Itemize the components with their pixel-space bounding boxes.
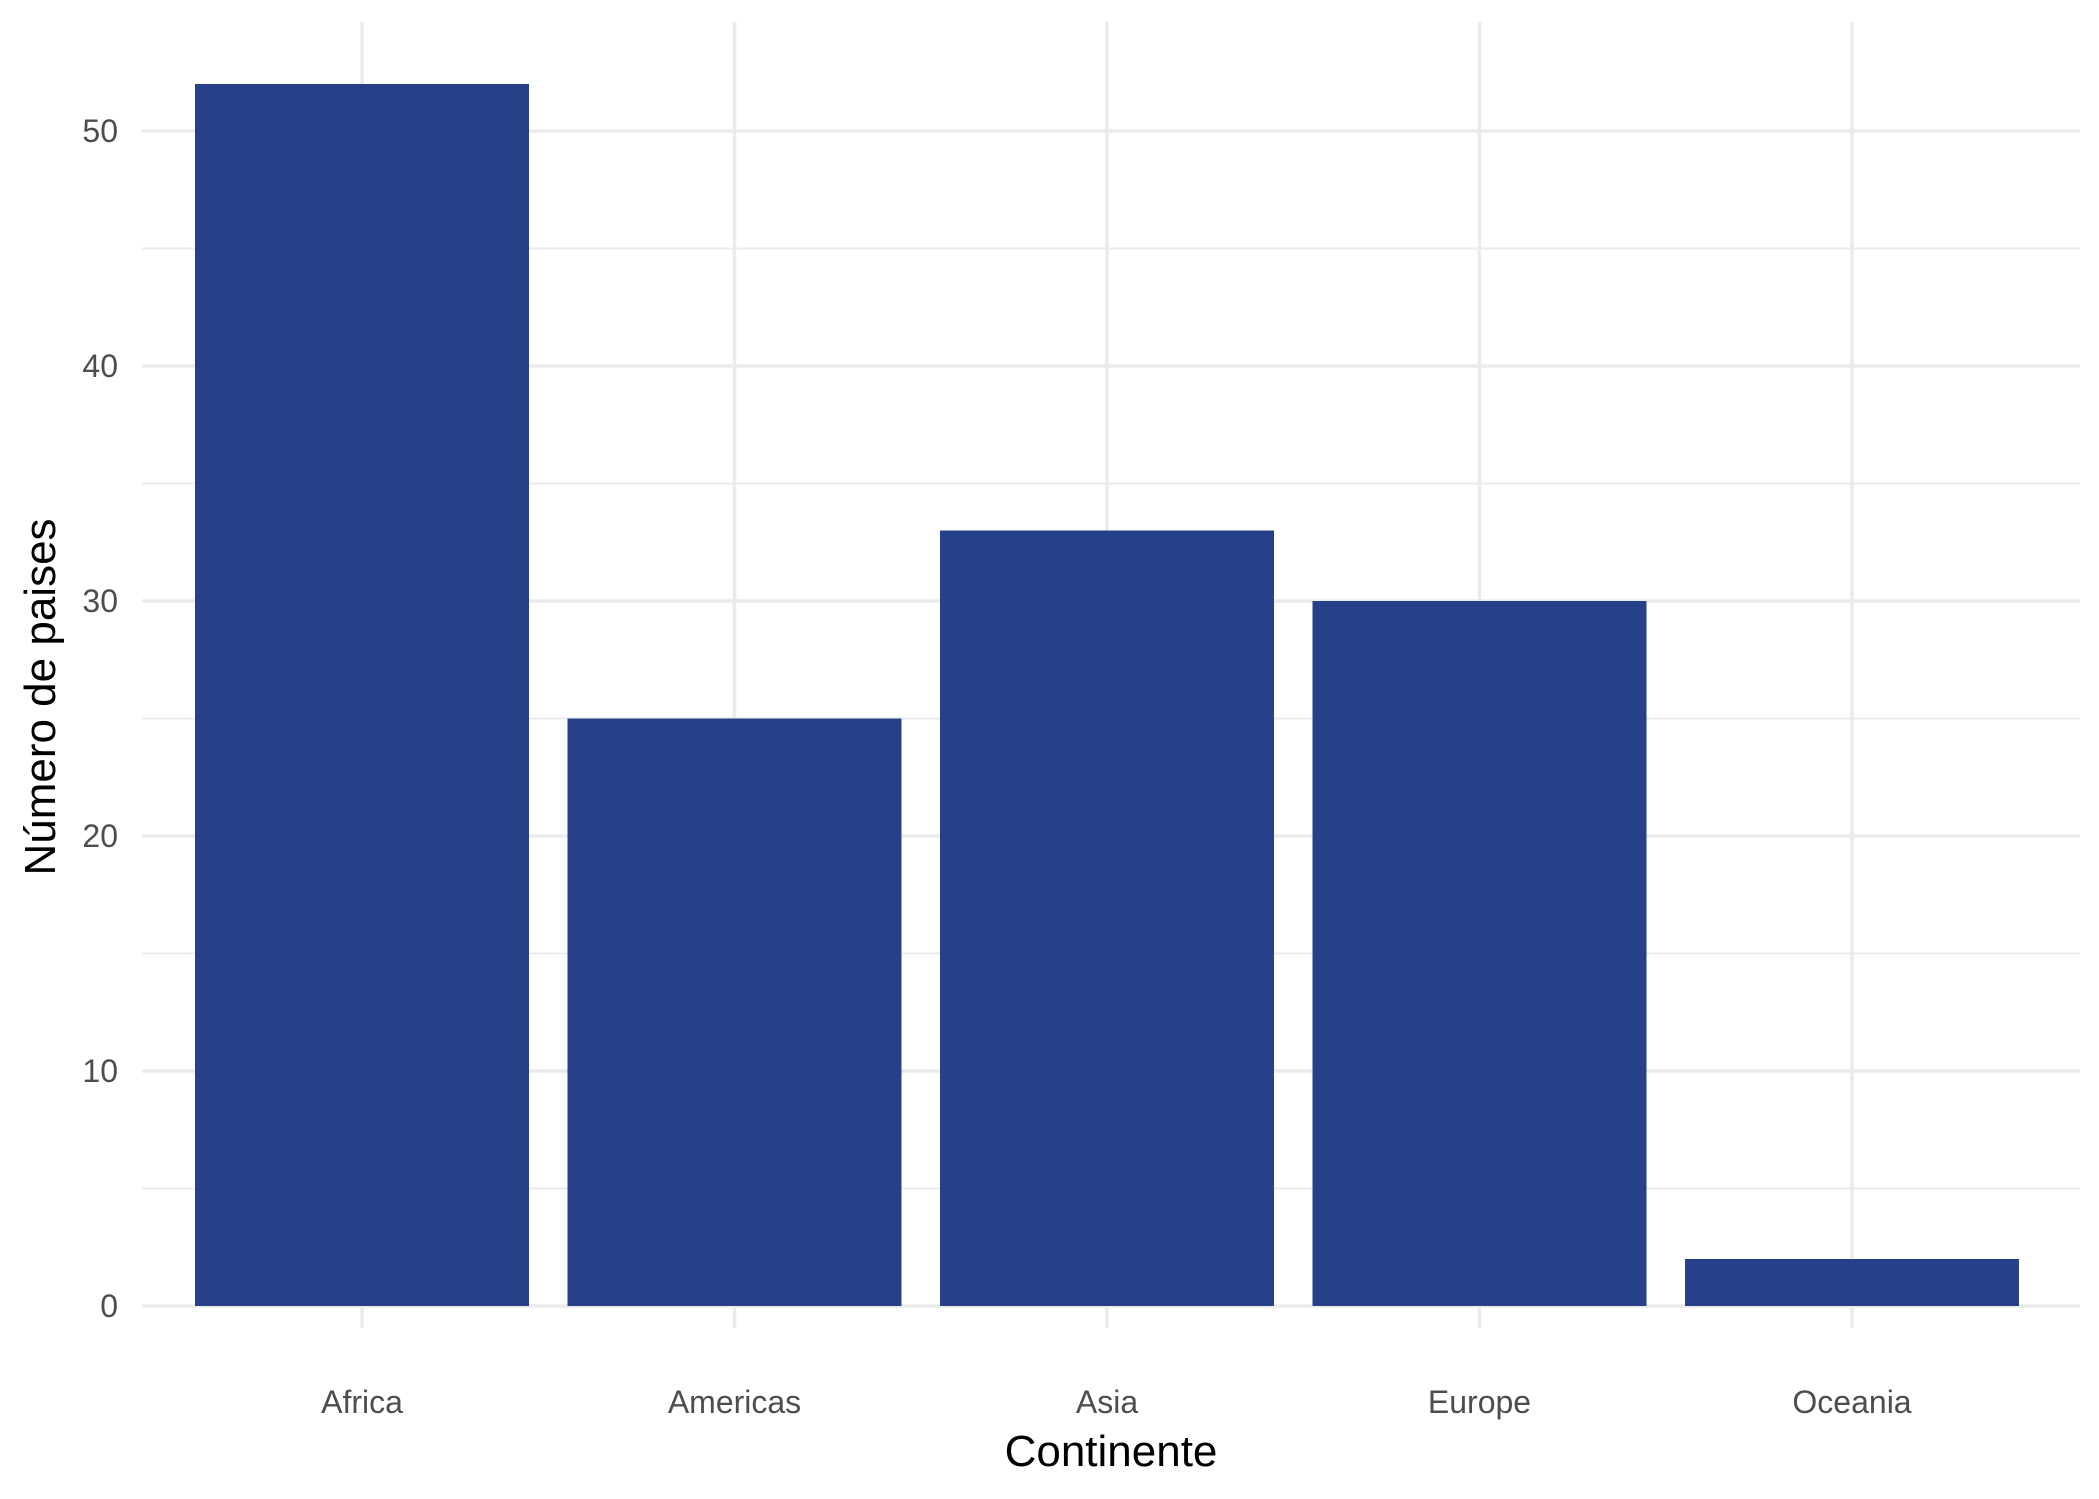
y-tick-label: 10 [82, 1053, 118, 1089]
x-tick-label: Oceania [1792, 1384, 1911, 1420]
y-tick-label: 0 [100, 1288, 118, 1324]
x-tick-label: Asia [1076, 1384, 1138, 1420]
x-tick-label: Americas [668, 1384, 801, 1420]
x-tick-label: Africa [321, 1384, 403, 1420]
y-tick-label: 50 [82, 113, 118, 149]
y-axis-ticks: 0 10 20 30 40 50 [82, 113, 118, 1324]
bars [195, 84, 2019, 1306]
x-tick-label: Europe [1428, 1384, 1531, 1420]
bar-asia [940, 530, 1274, 1306]
y-tick-label: 30 [82, 583, 118, 619]
y-axis-title: Número de paises [16, 518, 65, 875]
bar-europe [1312, 601, 1647, 1306]
y-tick-label: 20 [82, 818, 118, 854]
bar-africa [195, 84, 529, 1306]
x-axis-title: Continente [1005, 1427, 1218, 1476]
bar-americas [567, 718, 902, 1306]
bar-oceania [1685, 1259, 2019, 1306]
y-tick-label: 40 [82, 348, 118, 384]
x-axis-ticks: Africa Americas Asia Europe Oceania [321, 1384, 1912, 1420]
